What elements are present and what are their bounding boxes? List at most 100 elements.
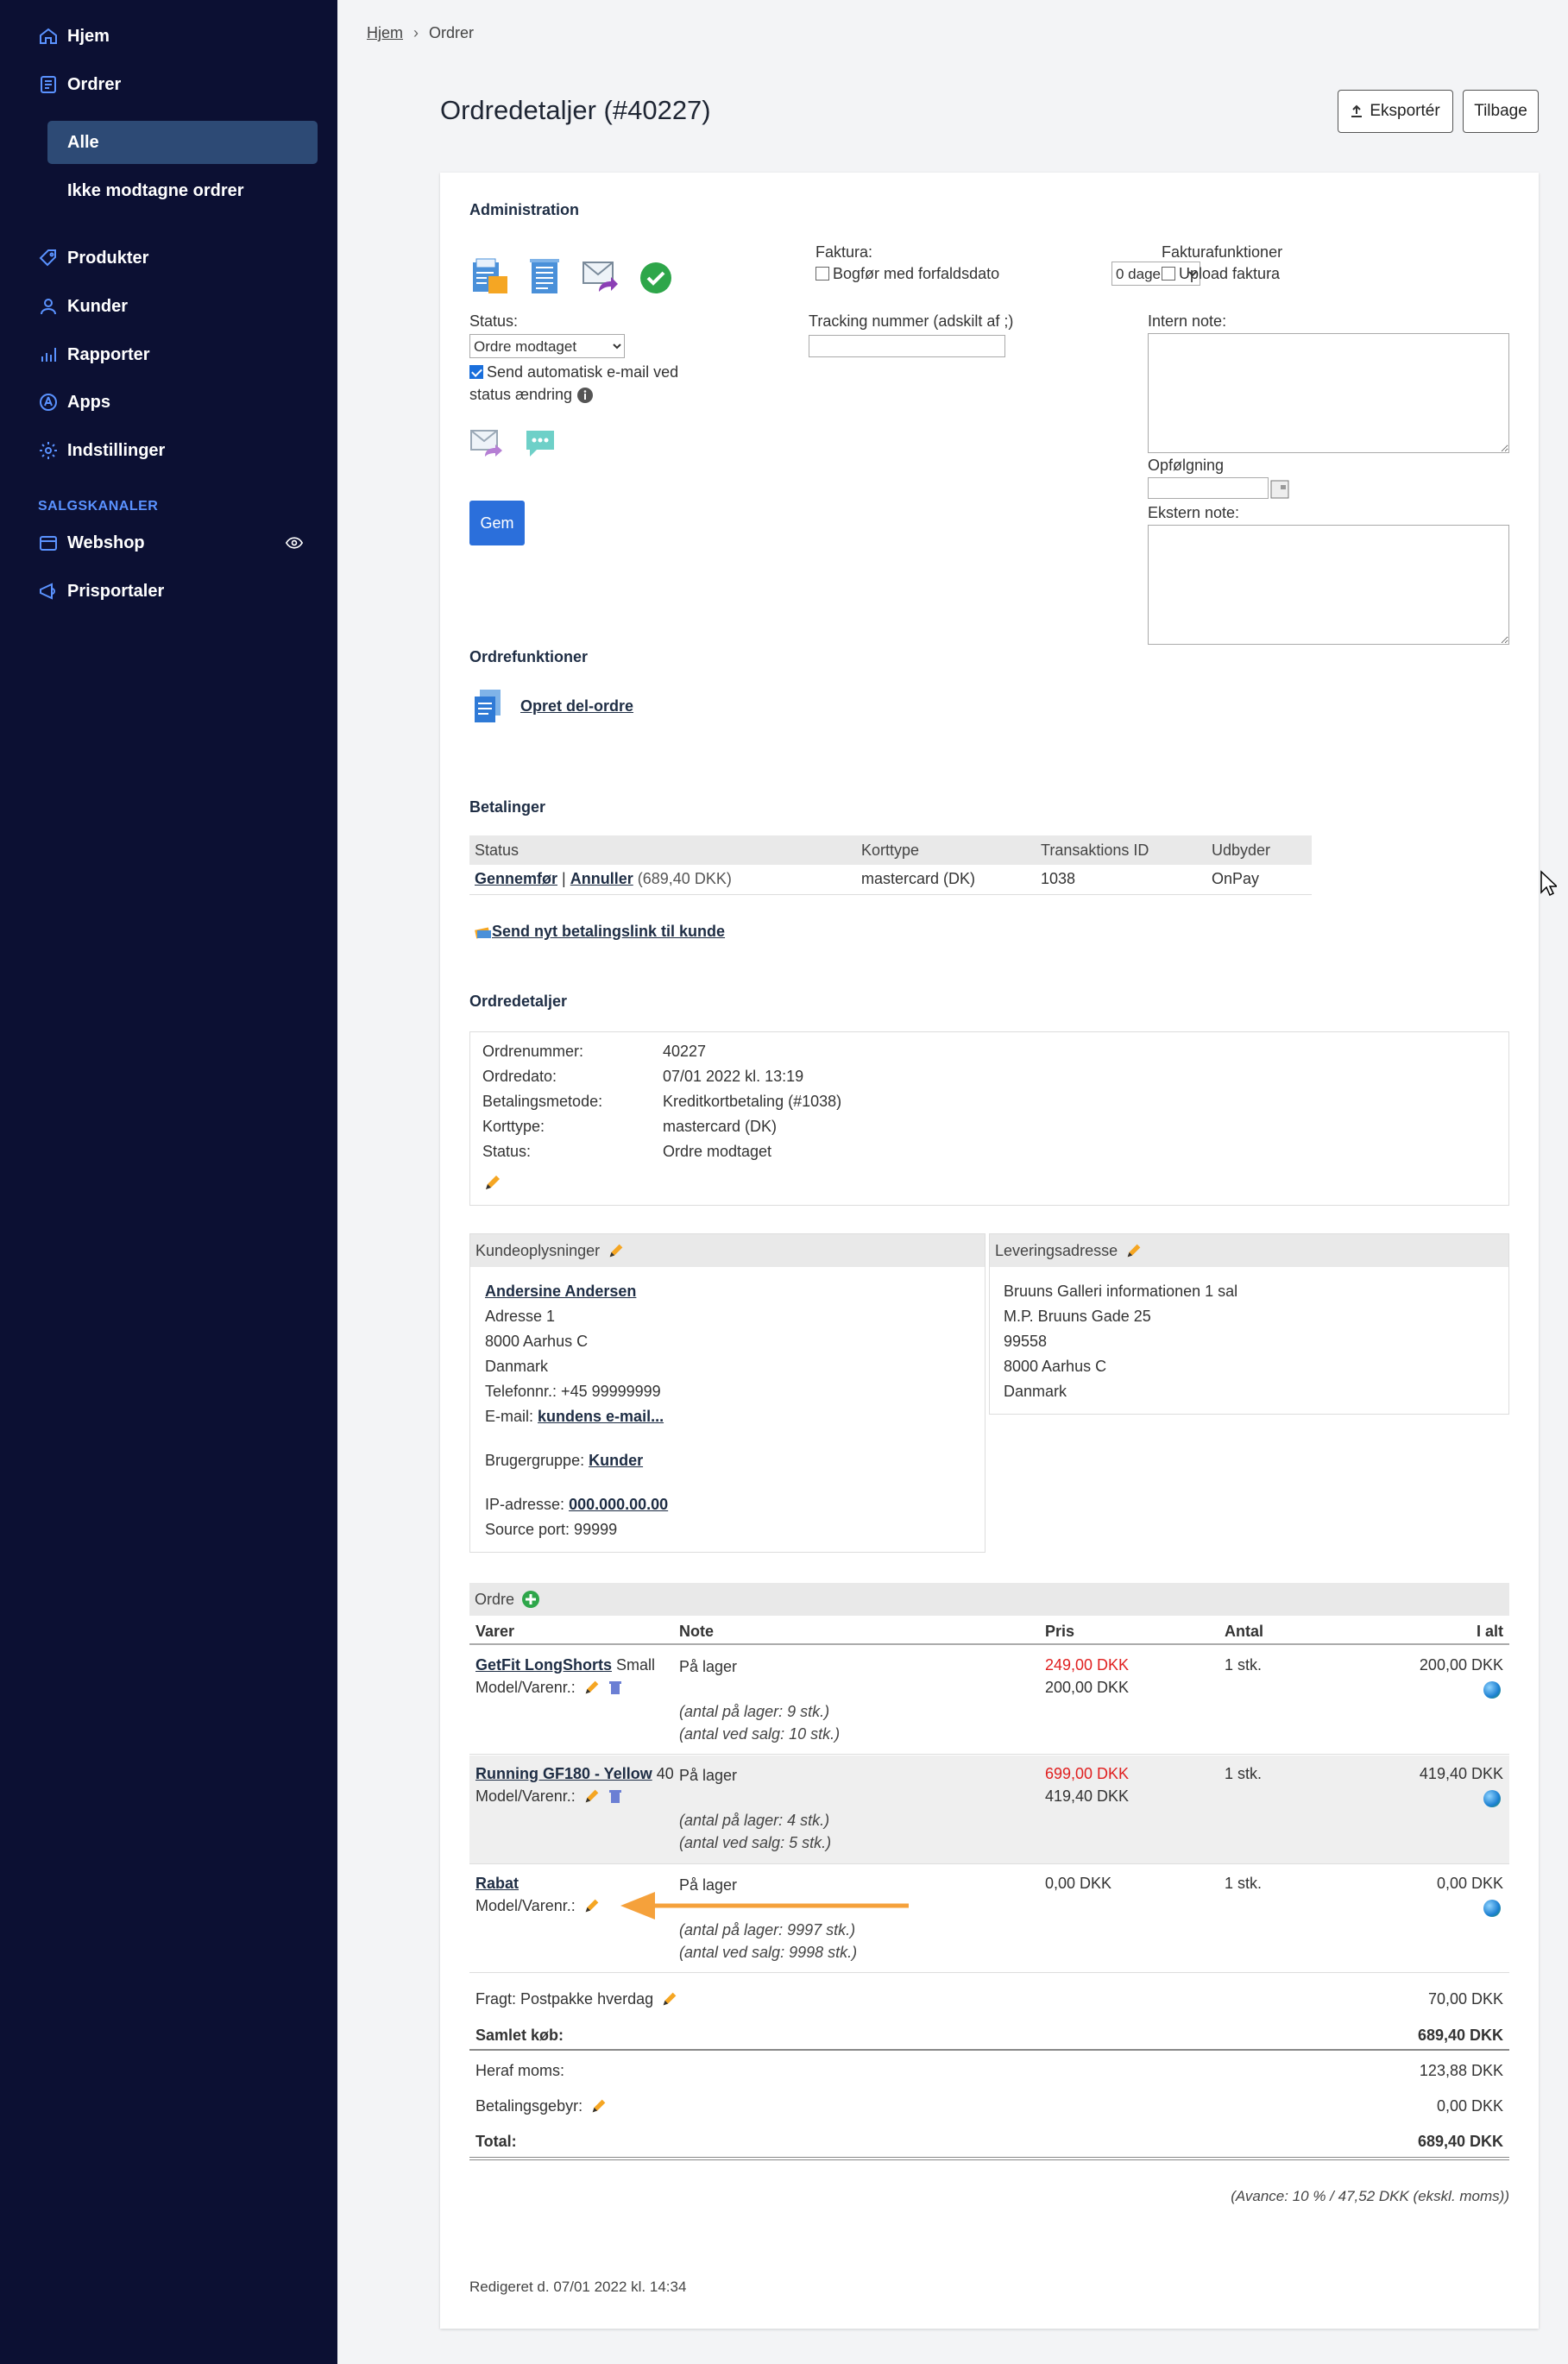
ip-address-link[interactable]: 000.000.00.00 xyxy=(569,1496,669,1513)
administration-title: Administration xyxy=(469,201,580,218)
breadcrumb-home[interactable]: Hjem xyxy=(367,24,404,41)
send-payment-link[interactable]: Send nyt betalingslink til kunde xyxy=(492,923,726,940)
check-circle-icon[interactable] xyxy=(639,261,673,295)
tracking-input[interactable] xyxy=(809,335,1005,357)
delivery-box: Leveringsadresse Bruuns Galleri informat… xyxy=(989,1233,1509,1415)
chat-icon[interactable] xyxy=(523,427,557,458)
auto-email-checkbox-row[interactable]: Send automatisk e-mail ved status ændrin… xyxy=(469,361,702,406)
upload-checkbox-row[interactable]: Upload faktura xyxy=(1162,265,1280,283)
order-columns: Varer Note Pris Antal I alt xyxy=(469,1619,1509,1645)
document-list-icon[interactable] xyxy=(525,257,566,297)
breadcrumb: Hjem › Ordrer xyxy=(367,24,474,42)
bogfor-checkbox[interactable] xyxy=(815,267,829,281)
table-row: Running GF180 - Yellow 40 Model/Varenr.:… xyxy=(469,1756,1509,1864)
add-icon[interactable] xyxy=(521,1590,540,1609)
bogfor-checkbox-row[interactable]: Bogfør med forfaldsdato xyxy=(815,265,999,283)
trash-icon[interactable] xyxy=(608,1680,622,1695)
eye-icon[interactable] xyxy=(286,536,303,550)
edited-note: Redigeret d. 07/01 2022 kl. 14:34 xyxy=(469,2279,687,2295)
sidebar-item-apps[interactable]: Apps xyxy=(0,382,337,422)
orders-icon xyxy=(41,76,56,93)
pencil-icon[interactable] xyxy=(582,1787,601,1806)
sidebar-item-alle[interactable]: Alle xyxy=(47,121,318,164)
sidebar-item-label: Webshop xyxy=(67,533,145,552)
breadcrumb-current: Ordrer xyxy=(429,24,475,41)
back-button[interactable]: Tilbage xyxy=(1463,90,1539,133)
sidebar-item-prisportaler[interactable]: Prisportaler xyxy=(0,571,337,611)
sidebar-item-ikke-modtagne[interactable]: Ikke modtagne ordrer xyxy=(0,171,337,211)
page-title: Ordredetaljer (#40227) xyxy=(440,95,711,125)
send-mail-icon[interactable] xyxy=(469,426,506,460)
payment-method: Kreditkortbetaling (#1038) xyxy=(663,1093,842,1110)
days-select[interactable]: 0 dage xyxy=(1111,262,1200,286)
sidebar-item-indstillinger[interactable]: Indstillinger xyxy=(0,431,337,470)
pencil-icon[interactable] xyxy=(582,1678,601,1697)
mouse-cursor-icon xyxy=(1540,870,1557,897)
globe-icon xyxy=(1483,1900,1501,1917)
forward-mail-icon[interactable] xyxy=(580,257,621,297)
invoice-print-icon[interactable] xyxy=(469,257,511,297)
sidebar-item-label: Ordrer xyxy=(67,74,122,94)
sidebar-item-produkter[interactable]: Produkter xyxy=(0,238,337,278)
customer-header: Kundeoplysninger xyxy=(470,1234,985,1267)
sidebar-item-rapporter[interactable]: Rapporter xyxy=(0,335,337,375)
globe-icon xyxy=(1483,1681,1501,1699)
ekstern-note-textarea[interactable] xyxy=(1148,525,1509,645)
vat-row: Heraf moms: 123,88 DKK xyxy=(475,2062,1503,2079)
product-link[interactable]: Rabat xyxy=(475,1875,520,1892)
customer-name-link[interactable]: Andersine Andersen xyxy=(485,1283,637,1300)
trash-icon[interactable] xyxy=(608,1788,622,1804)
pencil-icon[interactable] xyxy=(607,1241,626,1260)
payments-table: Status Korttype Transaktions ID Udbyder … xyxy=(469,835,1312,895)
status-select[interactable]: Ordre modtaget xyxy=(469,334,625,358)
tracking-label: Tracking nummer (adskilt af ;) xyxy=(809,312,1014,330)
table-row: Gennemfør | Annuller (689,40 DKK) master… xyxy=(469,865,1312,895)
product-link[interactable]: Running GF180 - Yellow xyxy=(475,1765,652,1782)
calendar-icon[interactable] xyxy=(1270,478,1289,499)
sidebar-item-hjem[interactable]: Hjem xyxy=(0,16,337,56)
customer-email-link[interactable]: kundens e-mail... xyxy=(538,1408,664,1425)
complete-payment-link[interactable]: Gennemfør xyxy=(475,870,558,888)
pencil-icon[interactable] xyxy=(660,1989,679,2008)
cancel-payment-link[interactable]: Annuller xyxy=(570,870,633,888)
table-row: Rabat Model/Varenr.: På lager (antal på … xyxy=(469,1865,1509,1973)
send-payment-link-row[interactable]: Send nyt betalingslink til kunde xyxy=(475,923,725,941)
sidebar-item-label: Indstillinger xyxy=(67,440,166,460)
home-icon xyxy=(40,28,57,44)
gear-icon xyxy=(40,442,57,459)
auto-email-checkbox[interactable] xyxy=(469,365,483,380)
sidebar-item-kunder[interactable]: Kunder xyxy=(0,287,337,326)
pencil-icon[interactable] xyxy=(589,2096,608,2115)
freight-row: Fragt: Postpakke hverdag 70,00 DKK xyxy=(475,1989,1503,2008)
original-price: 249,00 DKK xyxy=(1045,1656,1130,1674)
pencil-icon[interactable] xyxy=(482,1172,503,1193)
auto-email-label: Send automatisk e-mail ved status ændrin… xyxy=(469,363,679,403)
sidebar-item-label: Prisportaler xyxy=(67,581,165,601)
create-sub-order-link[interactable]: Opret del-ordre xyxy=(520,697,634,715)
sidebar-item-webshop[interactable]: Webshop xyxy=(0,523,337,563)
store-icon xyxy=(40,536,57,551)
export-button[interactable]: Eksportér xyxy=(1338,90,1453,133)
save-button[interactable]: Gem xyxy=(469,501,525,545)
ekstern-note-label: Ekstern note: xyxy=(1148,504,1240,521)
order-card: Administration Status: Ordre modtaget Se… xyxy=(440,173,1539,2329)
order-date: 07/01 2022 kl. 13:19 xyxy=(663,1068,804,1085)
faktura-label: Faktura: xyxy=(815,243,873,261)
sidebar-item-ordrer[interactable]: Ordrer xyxy=(0,65,337,104)
product-link[interactable]: GetFit LongShorts xyxy=(475,1656,612,1674)
arrow-annotation-icon xyxy=(620,1892,909,1920)
pencil-icon[interactable] xyxy=(1124,1241,1143,1260)
info-icon[interactable] xyxy=(576,387,594,404)
sidebar-item-label: Produkter xyxy=(67,248,149,268)
megaphone-icon xyxy=(40,583,55,600)
sidebar-item-label: Rapporter xyxy=(67,344,150,364)
opfolgning-input[interactable] xyxy=(1148,477,1269,499)
upload-checkbox[interactable] xyxy=(1162,267,1175,281)
intern-note-textarea[interactable] xyxy=(1148,333,1509,453)
order-status: Ordre modtaget xyxy=(663,1143,772,1160)
table-row: GetFit LongShorts Small Model/Varenr.: P… xyxy=(469,1647,1509,1755)
pencil-icon[interactable] xyxy=(582,1896,601,1915)
customer-group-link[interactable]: Kunder xyxy=(589,1452,644,1469)
fakturafunktioner-label: Fakturafunktioner xyxy=(1162,243,1283,261)
sidebar-item-label: Kunder xyxy=(67,296,128,316)
